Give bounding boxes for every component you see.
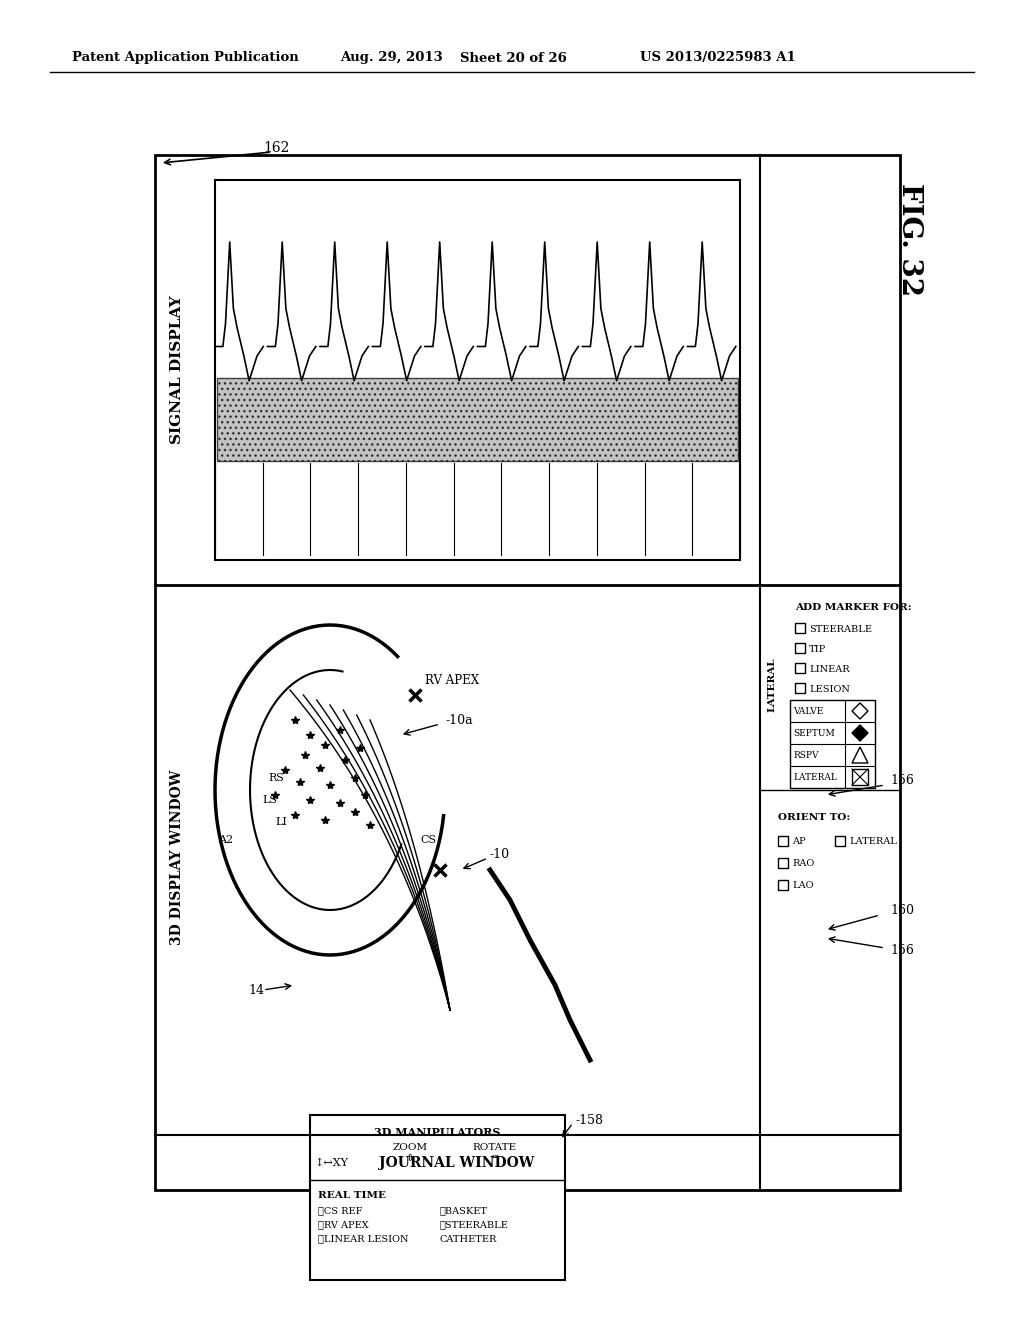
Text: SIGNAL DISPLAY: SIGNAL DISPLAY — [170, 296, 184, 445]
Bar — [155, 154, 900, 1191]
Bar — [778, 880, 788, 890]
Text: ZOOM
⇕: ZOOM ⇕ — [392, 1143, 428, 1163]
Text: -10a: -10a — [445, 714, 473, 726]
Text: CS: CS — [420, 836, 436, 845]
Text: US 2013/0225983 A1: US 2013/0225983 A1 — [640, 51, 796, 65]
Text: A2: A2 — [218, 836, 233, 845]
Text: Patent Application Publication: Patent Application Publication — [72, 51, 299, 65]
Text: TIP: TIP — [809, 644, 826, 653]
Text: ☒LINEAR LESION: ☒LINEAR LESION — [318, 1234, 409, 1243]
Text: VALVE: VALVE — [793, 706, 823, 715]
Text: 156: 156 — [890, 944, 913, 957]
Bar — [852, 770, 868, 785]
Text: STEERABLE: STEERABLE — [809, 624, 872, 634]
Text: -10: -10 — [490, 849, 510, 862]
Text: FIG. 32: FIG. 32 — [896, 183, 924, 297]
Text: REAL TIME: REAL TIME — [318, 1191, 386, 1200]
Text: Sheet 20 of 26: Sheet 20 of 26 — [460, 51, 567, 65]
Bar — [217, 378, 738, 461]
Text: 156: 156 — [890, 774, 913, 787]
Text: 3D MANIPULATORS: 3D MANIPULATORS — [374, 1127, 500, 1138]
Text: JOURNAL WINDOW: JOURNAL WINDOW — [379, 1156, 535, 1170]
Text: RS: RS — [268, 774, 284, 783]
Bar — [795, 682, 805, 693]
Bar — [778, 836, 788, 846]
Text: LI: LI — [275, 817, 287, 828]
Text: LINEAR: LINEAR — [809, 664, 850, 673]
Text: LS: LS — [262, 795, 278, 805]
Text: RAO: RAO — [792, 858, 814, 867]
Bar — [215, 180, 740, 560]
Text: RV APEX: RV APEX — [425, 673, 479, 686]
Text: ADD MARKER FOR:: ADD MARKER FOR: — [795, 603, 911, 612]
Text: LATERAL: LATERAL — [793, 772, 837, 781]
Text: 162: 162 — [263, 141, 290, 154]
Bar — [795, 643, 805, 653]
Text: SEPTUM: SEPTUM — [793, 729, 835, 738]
Text: Aug. 29, 2013: Aug. 29, 2013 — [340, 51, 442, 65]
Text: LATERAL: LATERAL — [849, 837, 897, 846]
Bar — [310, 1115, 565, 1280]
Bar — [835, 836, 845, 846]
Bar — [790, 700, 874, 788]
Bar — [795, 663, 805, 673]
Text: CATHETER: CATHETER — [440, 1234, 498, 1243]
Bar — [778, 858, 788, 869]
Text: 14: 14 — [248, 983, 264, 997]
Text: ☒RV APEX: ☒RV APEX — [318, 1221, 369, 1229]
Text: LESION: LESION — [809, 685, 850, 693]
Bar — [795, 623, 805, 634]
Text: AP: AP — [792, 837, 806, 846]
Text: 3D DISPLAY WINDOW: 3D DISPLAY WINDOW — [170, 770, 184, 945]
Text: -158: -158 — [575, 1114, 603, 1126]
Text: LAO: LAO — [792, 880, 813, 890]
Text: ☒BASKET: ☒BASKET — [440, 1206, 488, 1216]
Polygon shape — [852, 725, 868, 741]
Text: ORIENT TO:: ORIENT TO: — [778, 813, 850, 822]
Text: ROTATE
⇔: ROTATE ⇔ — [473, 1143, 517, 1163]
Text: 160: 160 — [890, 903, 914, 916]
Text: ↕↔XY: ↕↔XY — [315, 1158, 349, 1168]
Text: ☒CS REF: ☒CS REF — [318, 1206, 362, 1216]
Text: ☐STEERABLE: ☐STEERABLE — [440, 1221, 509, 1229]
Text: RSPV: RSPV — [793, 751, 818, 759]
Text: LATERAL: LATERAL — [768, 657, 776, 713]
